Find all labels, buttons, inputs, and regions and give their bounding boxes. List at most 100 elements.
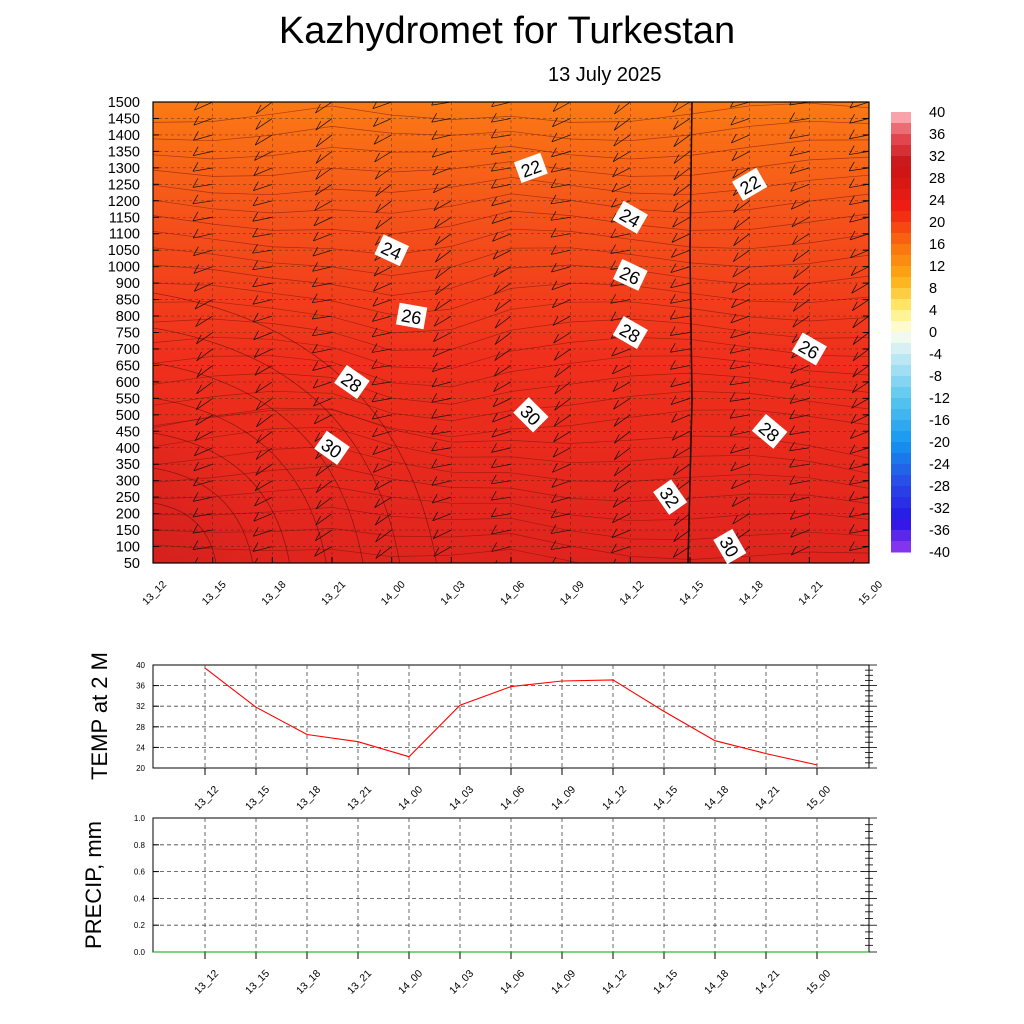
- wind-barb: [372, 445, 379, 455]
- wind-barb: [732, 266, 750, 278]
- wind-barb: [552, 447, 571, 458]
- y-tick-label: 1000: [108, 260, 140, 276]
- y-tick-label: 1350: [108, 144, 140, 160]
- wind-barb: [789, 398, 810, 404]
- wind-barb: [432, 513, 452, 522]
- wind-barb: [612, 513, 631, 523]
- wind-barb: [313, 216, 333, 227]
- wind-barb: [670, 282, 691, 289]
- y-tick-label: 700: [116, 342, 140, 358]
- x-tick-label: 15_00: [856, 579, 885, 608]
- wind-barb: [552, 448, 559, 458]
- wind-barb: [432, 529, 439, 539]
- wind-barb: [852, 367, 859, 378]
- wind-barb: [867, 562, 869, 563]
- wind-barb: [375, 167, 392, 180]
- wind-barb: [792, 252, 799, 262]
- wind-barb: [551, 266, 571, 273]
- wind-barb: [789, 447, 810, 452]
- wind-barb: [253, 527, 259, 537]
- wind-barb: [790, 528, 796, 538]
- wind-barb: [254, 496, 260, 507]
- wind-barb: [434, 216, 452, 229]
- wind-barb: [732, 268, 739, 278]
- x-tick-label: 13_12: [192, 784, 221, 813]
- wind-barb: [312, 266, 333, 272]
- wind-barb: [313, 414, 320, 425]
- wind-barb: [312, 381, 333, 389]
- colorbar-bin: [891, 200, 911, 212]
- wind-barb: [315, 499, 322, 510]
- wind-barb: [432, 183, 439, 194]
- wind-barb: [553, 417, 560, 427]
- y-tick-label: 0.2: [134, 921, 146, 930]
- wind-barb: [729, 414, 750, 419]
- wind-barb: [255, 118, 273, 130]
- contour-label-box: [513, 152, 548, 184]
- wind-barb: [312, 315, 333, 320]
- wind-barb: [673, 137, 680, 147]
- wind-barb: [849, 216, 869, 223]
- wind-barb: [494, 318, 501, 329]
- colorbar-bin: [891, 288, 911, 300]
- contour-label-box: [612, 315, 648, 350]
- wind-barb: [192, 178, 199, 188]
- wind-barb: [373, 118, 392, 127]
- colorbar-bin: [891, 156, 911, 168]
- wind-barb: [731, 151, 750, 162]
- wind-barb: [673, 532, 680, 542]
- y-tick-label: 1050: [108, 243, 140, 259]
- wind-barb: [852, 348, 869, 362]
- x-tick-label: 13_12: [140, 579, 169, 608]
- wind-barb: [611, 546, 631, 554]
- wind-barb: [613, 463, 631, 477]
- wind-barb: [670, 395, 677, 405]
- colorbar-bin: [891, 442, 911, 454]
- wind-barb: [252, 277, 258, 288]
- wind-barb: [673, 154, 680, 164]
- wind-barb: [491, 458, 497, 469]
- wind-barb: [255, 466, 262, 476]
- wind-barb: [730, 102, 750, 108]
- wind-barb: [852, 351, 859, 362]
- wind-barb: [312, 299, 333, 304]
- y-axis-label: TEMP at 2 M: [87, 652, 112, 780]
- wind-barb: [791, 216, 810, 228]
- wind-barb: [371, 365, 392, 369]
- wind-barb: [852, 335, 859, 345]
- y-axis-label: PRECIP, mm: [81, 821, 106, 949]
- wind-barb: [670, 377, 676, 388]
- wind-barb: [849, 480, 869, 485]
- wind-barb: [434, 299, 452, 312]
- wind-barb: [314, 200, 333, 211]
- wind-barb: [852, 558, 855, 563]
- colorbar-bin: [891, 299, 911, 311]
- wind-barb: [551, 147, 557, 158]
- wind-barb: [730, 430, 750, 436]
- wind-barb: [733, 236, 739, 246]
- x-tick-label: 14_18: [702, 784, 731, 813]
- wind-barb: [612, 513, 618, 523]
- wind-barb: [612, 365, 631, 375]
- wind-barb: [431, 112, 437, 123]
- wind-barb: [375, 549, 382, 559]
- wind-barb: [790, 513, 810, 520]
- colorbar-bin: [891, 145, 911, 157]
- wind-barb: [550, 194, 557, 205]
- wind-barb: [849, 200, 869, 206]
- wind-barb: [371, 398, 392, 403]
- wind-barb: [252, 212, 259, 222]
- wind-barb: [314, 432, 321, 442]
- wind-barb: [255, 447, 273, 460]
- hot-region-left: [153, 303, 323, 563]
- y-tick-label: 200: [116, 507, 140, 523]
- wind-barb: [610, 213, 617, 223]
- colorbar-bin: [891, 134, 911, 146]
- wind-barb: [790, 545, 797, 556]
- wind-barb: [613, 558, 617, 563]
- wind-barb: [492, 232, 498, 242]
- wind-barb: [431, 441, 437, 452]
- y-tick-label: 100: [116, 540, 140, 556]
- x-tick-label: 14_18: [737, 579, 766, 608]
- wind-barb: [252, 200, 273, 207]
